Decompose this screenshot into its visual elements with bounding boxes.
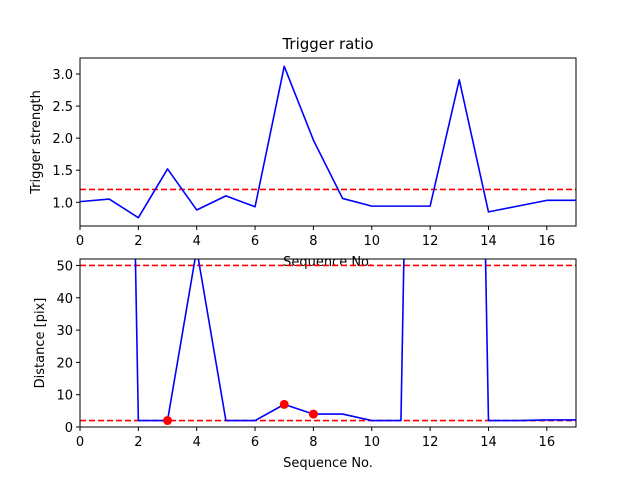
bottom-x-tick-label-5: 10 [363,435,380,450]
bottom-y-tick-label-3: 30 [56,324,73,339]
bottom-y-tick-label-4: 40 [56,292,73,307]
bottom-y-tick-label-0: 0 [65,421,73,436]
top-y-tick-label-0: 1.0 [52,196,73,211]
top-panel: Trigger ratio Trigger strength Sequence … [29,35,577,270]
top-x-tick-label-3: 6 [251,234,259,249]
top-x-tick-label-1: 2 [134,234,142,249]
top-series-line-0 [80,65,576,219]
top-y-tick-label-3: 2.5 [52,100,73,115]
top-x-tick-label-6: 12 [422,234,439,249]
bottom-x-tick-label-8: 16 [539,435,556,450]
bottom-x-tick-label-2: 4 [193,435,201,450]
bottom-x-axis-label: Sequence No. [283,456,373,471]
top-x-axis-label: Sequence No. [283,255,373,270]
bottom-marker-0 [163,416,173,426]
bottom-x-tick-label-0: 0 [76,435,84,450]
bottom-x-tick-label-6: 12 [422,435,439,450]
top-x-tick-label-4: 8 [309,234,317,249]
top-x-tick-label-7: 14 [480,234,497,249]
bottom-marker-1 [279,399,289,409]
top-y-tick-label-2: 2.0 [52,132,73,147]
top-chart-title: Trigger ratio [281,35,373,53]
bottom-x-tick-label-7: 14 [480,435,497,450]
top-axes-frame [79,57,577,227]
bottom-plot-area [80,259,576,426]
top-x-tick-label-2: 4 [193,234,201,249]
bottom-x-tick-label-4: 8 [309,435,317,450]
top-x-tick-label-5: 10 [363,234,380,249]
bottom-x-tick-label-3: 6 [251,435,259,450]
bottom-series-line-0 [134,259,576,422]
bottom-axes-frame [79,258,577,428]
bottom-y-axis-label: Distance [pix] [33,298,48,389]
top-plot-area [80,65,576,219]
bottom-panel: Distance [pix] Sequence No. 0 2 4 6 8 10 12 14 1… [33,258,577,471]
bottom-y-tick-label-1: 10 [56,389,73,404]
bottom-x-tick-label-1: 2 [134,435,142,450]
top-y-axis-label: Trigger strength [29,90,44,195]
bottom-y-tick-label-2: 20 [56,356,73,371]
top-y-tick-label-1: 1.5 [52,164,73,179]
bottom-y-tick-label-5: 50 [56,259,73,274]
top-x-tick-label-8: 16 [539,234,556,249]
top-x-tick-label-0: 0 [76,234,84,249]
top-y-tick-label-4: 3.0 [52,68,73,83]
bottom-marker-2 [308,409,318,419]
